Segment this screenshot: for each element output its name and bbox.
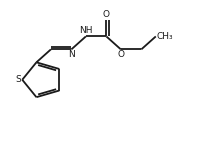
- Text: NH: NH: [79, 26, 93, 35]
- Text: S: S: [15, 75, 21, 84]
- Text: O: O: [117, 50, 124, 59]
- Text: CH₃: CH₃: [157, 32, 174, 41]
- Text: N: N: [68, 50, 75, 59]
- Text: O: O: [103, 10, 110, 19]
